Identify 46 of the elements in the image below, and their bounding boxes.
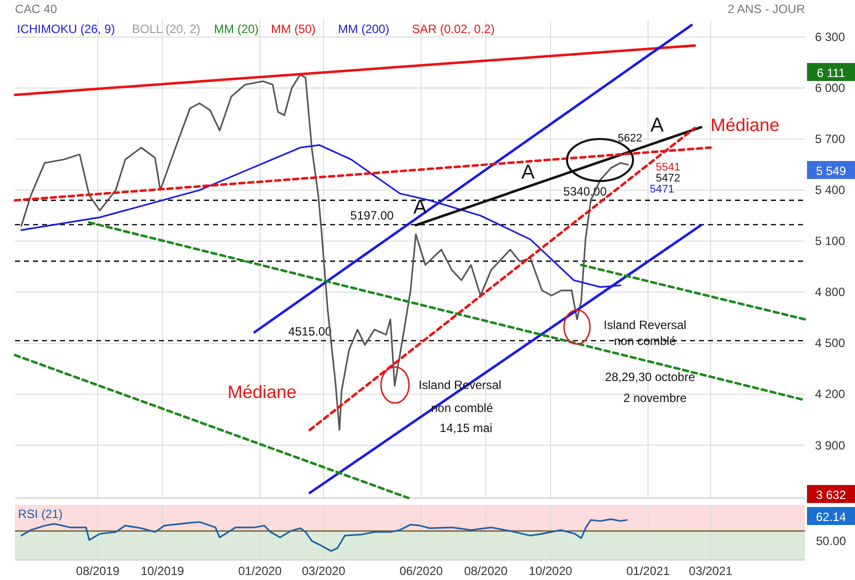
annotation: ICHIMOKU (26, 9): [17, 22, 116, 36]
y-tick-label: 5 400: [814, 183, 846, 198]
y-tick-label: 5 100: [814, 234, 846, 248]
x-tick-label: 08/2019: [76, 564, 120, 578]
annotation: 5622: [618, 132, 642, 145]
x-tick-label: 10/2019: [140, 564, 184, 578]
chart-title: CAC 40: [15, 2, 58, 16]
annotation: A: [650, 114, 664, 137]
text: 6 111: [816, 66, 846, 80]
x-tick-label: 01/2020: [238, 564, 282, 578]
annotation: A: [521, 162, 536, 184]
y-tick-label: 4 200: [814, 387, 846, 402]
annotation: Médiane: [227, 382, 297, 402]
y-tick-label: 4 500: [814, 336, 846, 350]
y-tick-label: 3 900: [814, 438, 846, 452]
y-tick-label: 5 700: [814, 132, 846, 146]
annotation: A: [413, 196, 428, 219]
annotation: SAR (0.02, 0.2): [412, 22, 495, 36]
y-tick-label: 4 800: [814, 285, 846, 300]
annotation: 5541: [656, 162, 680, 174]
annotation: 5471: [650, 184, 674, 196]
annotation: 28,29,30 octobre: [604, 370, 696, 384]
annotation: Island Reversal: [604, 318, 686, 332]
x-tick-label: 03/2021: [688, 564, 733, 578]
x-tick-label: 01/2021: [626, 564, 670, 578]
x-tick-label: 03/2020: [302, 564, 346, 578]
chart-subtitle: 2 ANS - JOUR: [728, 2, 806, 16]
y-tick-label: 6 000: [814, 81, 846, 96]
text: 62.14: [816, 510, 846, 524]
annotation: BOLL (20, 2): [132, 22, 200, 36]
annotation: 14,15 mai: [440, 421, 492, 435]
text: 5 549: [816, 164, 846, 178]
text: 50.00: [816, 534, 846, 548]
x-tick-label: 06/2020: [399, 564, 444, 578]
chart-title: RSI (21): [18, 507, 63, 521]
annotation: MM (50): [271, 22, 316, 36]
annotation: Médiane: [710, 115, 780, 135]
text: 3 632: [816, 488, 846, 502]
text: MM (200): [338, 22, 390, 36]
x-tick-label: 08/2020: [464, 564, 508, 578]
annotation: MM (20): [214, 22, 259, 36]
annotation: 2 novembre: [623, 391, 688, 405]
annotation: 5472: [656, 172, 680, 185]
y-tick-label: 6 300: [814, 30, 846, 44]
x-tick-label: 10/2020: [528, 564, 573, 578]
ref-line-label: 5197.00: [350, 208, 394, 223]
